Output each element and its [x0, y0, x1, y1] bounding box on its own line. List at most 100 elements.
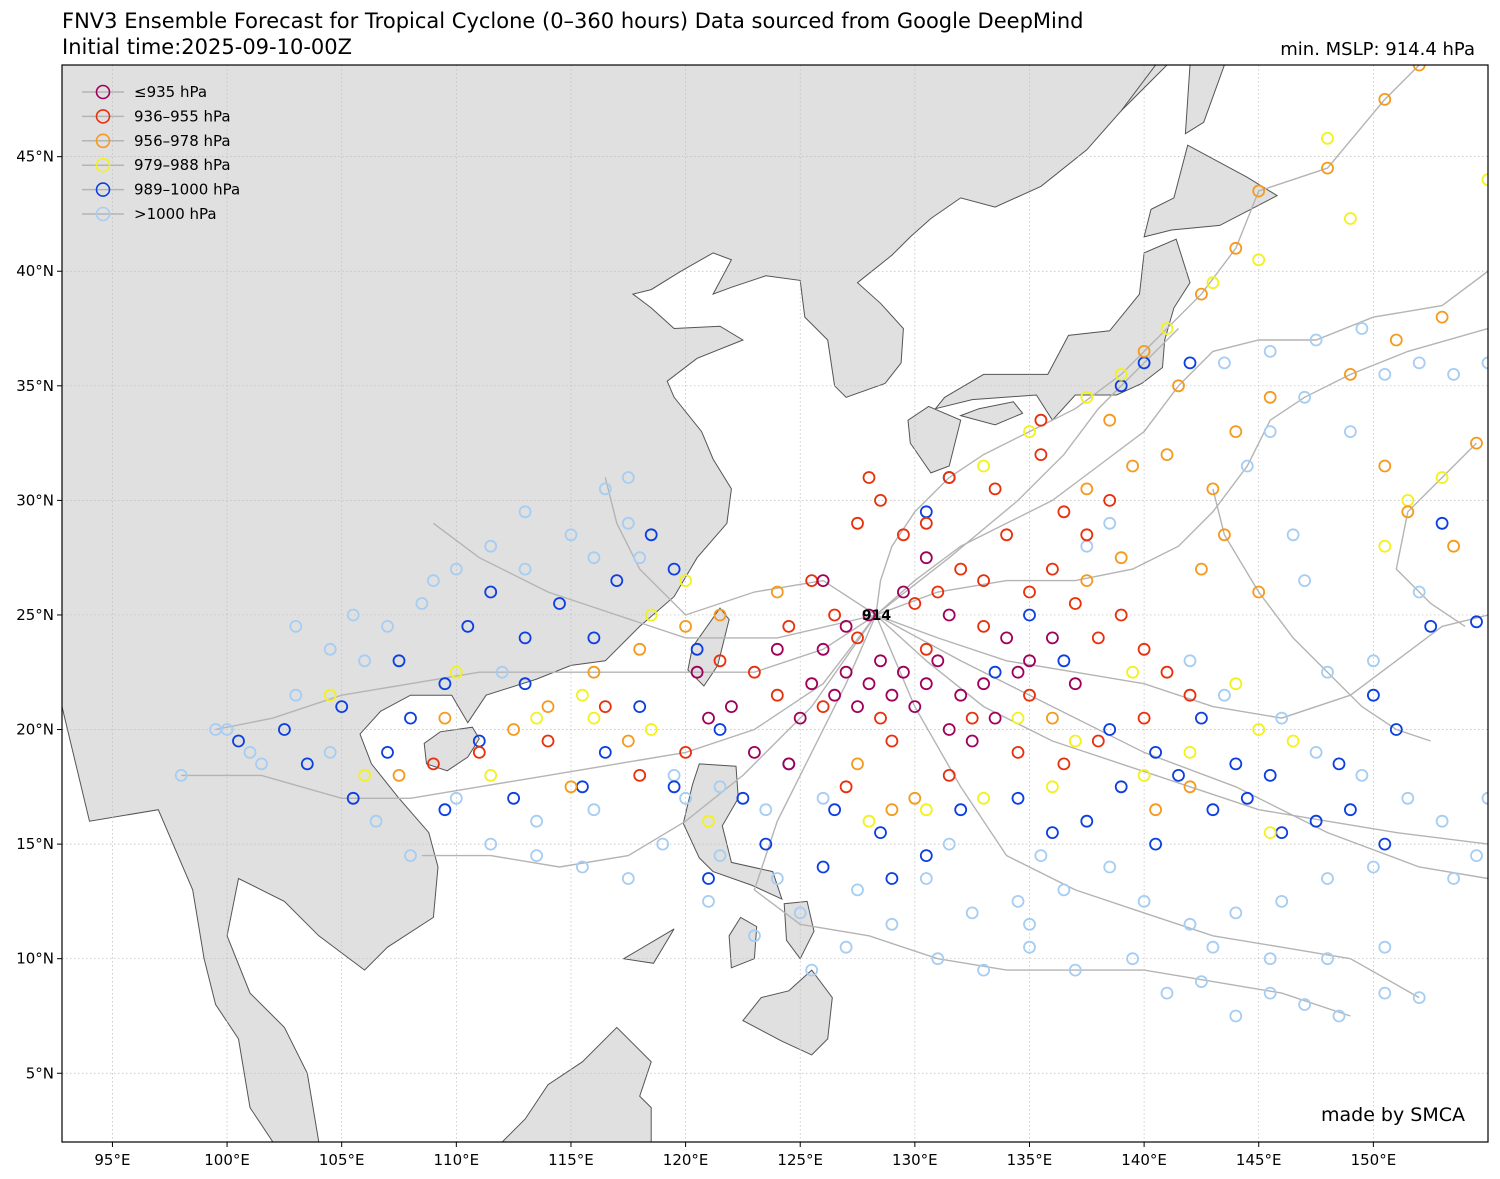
- track-point: [346, 608, 360, 622]
- track-point: [507, 791, 520, 805]
- track-point: [1149, 837, 1162, 851]
- track-line: [875, 614, 1488, 845]
- track-point: [1046, 826, 1059, 839]
- track-point: [977, 677, 990, 691]
- land-polygon: [1184, 65, 1225, 135]
- track-point: [1160, 448, 1174, 462]
- track-point: [1068, 677, 1082, 691]
- track-point: [1080, 482, 1094, 496]
- track-line: [421, 614, 877, 868]
- track-point: [518, 677, 532, 691]
- track-point: [461, 620, 475, 633]
- track-point: [633, 769, 647, 782]
- track-point: [1263, 425, 1277, 439]
- track-point: [1424, 620, 1438, 633]
- track-line: [181, 614, 877, 799]
- track-point: [816, 574, 830, 587]
- y-tick-label: 40°N: [16, 262, 54, 280]
- track-point: [598, 746, 612, 759]
- track-point: [1080, 528, 1094, 542]
- track-point: [851, 631, 864, 645]
- track-point: [1000, 528, 1013, 542]
- track-points: [174, 65, 1488, 1023]
- track-point: [1080, 814, 1094, 828]
- y-tick-label: 25°N: [16, 606, 54, 624]
- track-line: [875, 328, 1179, 616]
- track-point: [1321, 872, 1334, 885]
- legend-marker: [95, 157, 111, 173]
- track-point: [679, 620, 692, 633]
- track-point: [541, 734, 555, 748]
- track-point: [965, 906, 979, 920]
- track-point: [954, 562, 968, 576]
- track-point: [1206, 940, 1220, 954]
- track-point: [1023, 608, 1036, 622]
- track-point: [1183, 688, 1197, 702]
- track-point: [1011, 665, 1025, 679]
- track-point: [931, 654, 945, 668]
- track-point: [1160, 322, 1174, 335]
- track-point: [1068, 963, 1082, 977]
- track-point: [1126, 952, 1139, 966]
- track-point: [587, 711, 601, 725]
- track-point: [1057, 757, 1071, 771]
- track-point: [1011, 711, 1025, 725]
- x-tick-label: 135°E: [1007, 1151, 1053, 1169]
- track-point: [1412, 991, 1426, 1004]
- track-point: [1229, 241, 1243, 255]
- track-point: [1137, 711, 1151, 725]
- track-point: [438, 803, 452, 817]
- track-point: [942, 723, 956, 736]
- y-tick-label: 45°N: [16, 148, 54, 166]
- track-point: [748, 665, 761, 679]
- track-point: [770, 585, 784, 599]
- track-point: [736, 791, 750, 805]
- track-point: [1252, 253, 1266, 267]
- track-point: [392, 769, 406, 782]
- y-tick-label: 30°N: [16, 491, 54, 509]
- map-frame: [61, 64, 1489, 1143]
- track-point: [702, 872, 715, 885]
- track-point: [1034, 448, 1048, 462]
- track-point: [1103, 516, 1117, 530]
- track-point: [862, 677, 876, 691]
- track-point: [381, 746, 394, 759]
- legend-marker: [95, 133, 111, 149]
- land-polygon: [742, 969, 833, 1056]
- track-point: [954, 688, 968, 702]
- track-point: [782, 757, 796, 771]
- track-point: [931, 585, 945, 599]
- track-point: [1344, 425, 1357, 439]
- track-point: [541, 700, 555, 713]
- track-point: [702, 895, 715, 908]
- track-point: [598, 482, 612, 496]
- track-point: [564, 528, 578, 542]
- track-point: [243, 746, 257, 759]
- track-line: [215, 614, 877, 731]
- track-point: [1160, 986, 1174, 1000]
- track-point: [1355, 769, 1369, 782]
- track-point: [988, 665, 1002, 679]
- legend-label: 989–1000 hPa: [134, 181, 240, 199]
- track-point: [988, 711, 1002, 725]
- track-point: [484, 769, 498, 782]
- track-point: [587, 631, 601, 645]
- track-point: [1412, 356, 1426, 370]
- track-point: [426, 574, 440, 587]
- legend-label: ≤935 hPa: [134, 83, 207, 101]
- track-point: [874, 654, 887, 668]
- track-point: [553, 597, 566, 610]
- track-point: [289, 620, 303, 633]
- track-point: [897, 665, 910, 679]
- track-point: [323, 642, 337, 656]
- track-point: [1332, 757, 1346, 771]
- track-point: [438, 711, 452, 725]
- track-point: [587, 665, 601, 679]
- track-point: [1481, 791, 1488, 805]
- track-point: [1401, 791, 1415, 805]
- peak-pressure-label: 914: [862, 608, 891, 624]
- track-line: [875, 614, 1488, 880]
- chart-title: FNV3 Ensemble Forecast for Tropical Cycl…: [62, 9, 1084, 33]
- track-point: [851, 516, 864, 530]
- track-point: [289, 688, 303, 702]
